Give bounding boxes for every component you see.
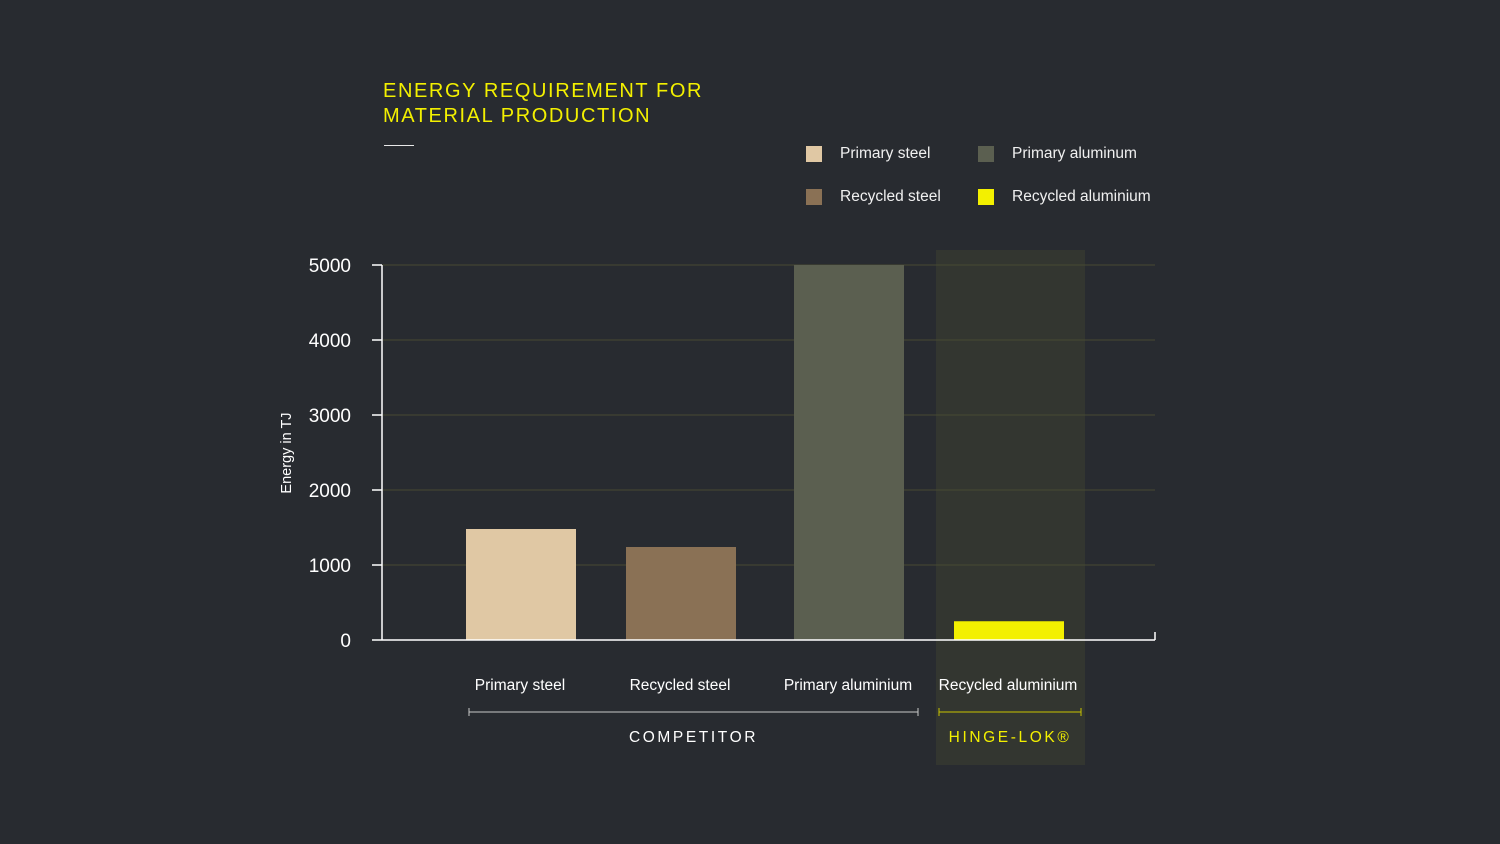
legend-label: Recycled aluminium [1012,188,1151,205]
legend-swatch [978,189,994,205]
legend-swatch [806,189,822,205]
legend-label: Primary steel [840,145,931,162]
y-tick-label: 5000 [309,256,351,277]
bar [466,529,576,640]
legend-swatch [978,146,994,162]
legend-label: Primary aluminum [1012,145,1137,162]
legend-item-primary-steel: Primary steel [806,144,930,164]
legend-item-recycled-aluminium: Recycled aluminium [978,187,1151,207]
x-category-label: Primary steel [475,677,565,694]
x-category-label: Recycled aluminium [939,677,1078,694]
y-tick-label: 0 [340,631,351,652]
x-category-label: Primary aluminium [784,677,912,694]
y-tick-label: 2000 [309,481,351,502]
legend-item-primary-aluminum: Primary aluminum [978,144,1137,164]
bar [954,621,1064,640]
legend-swatch [806,146,822,162]
legend-label: Recycled steel [840,188,941,205]
chart-title-line-2: MATERIAL PRODUCTION [383,105,652,127]
x-category-label: Recycled steel [630,677,731,694]
group-label: COMPETITOR [629,729,758,746]
group-label: HINGE-LOK® [949,729,1072,746]
legend-item-recycled-steel: Recycled steel [806,187,941,207]
highlight-panel [936,250,1085,765]
y-tick-label: 4000 [309,331,351,352]
title-underline [384,145,414,146]
bar [626,547,736,640]
y-tick-label: 1000 [309,556,351,577]
y-axis-label: Energy in TJ [279,412,295,493]
chart-title: ENERGY REQUIREMENT FOR MATERIAL PRODUCTI… [383,79,703,129]
y-tick-label: 3000 [309,406,351,427]
bar [794,265,904,640]
chart-title-line-1: ENERGY REQUIREMENT FOR [383,80,704,102]
